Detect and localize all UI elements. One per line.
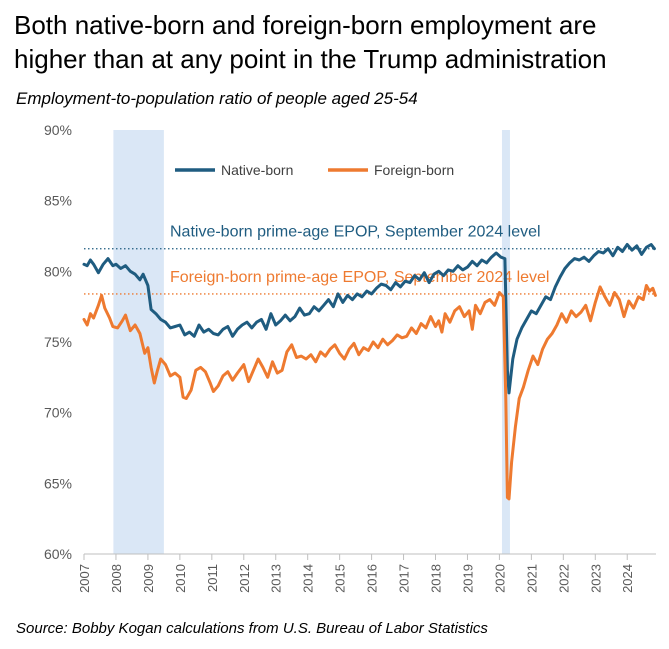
x-tick-label: 2018 [429,564,444,593]
x-tick-label: 2010 [173,564,188,593]
x-tick-label: 2017 [397,564,412,593]
y-tick-label: 65% [44,475,72,491]
series-line-native-born [82,243,656,395]
y-tick-label: 90% [44,122,72,138]
x-tick-label: 2016 [365,564,380,593]
y-tick-label: 85% [44,193,72,209]
x-tick-label: 2023 [588,564,603,593]
x-tick-label: 2007 [77,564,92,593]
x-tick-label: 2013 [269,564,284,593]
legend-label-1: Native-born [221,162,293,178]
x-tick-label: 2011 [205,564,220,592]
reference-label-2: Foreign-born prime-age EPOP, September 2… [170,269,549,286]
legend-label-2: Foreign-born [374,162,454,178]
chart-plot: Native-born prime-age EPOP, September 20… [44,122,657,593]
x-tick-label: 2020 [492,564,507,593]
x-tick-label: 2024 [620,564,635,593]
y-tick-label: 70% [44,405,72,421]
reference-label-1: Native-born prime-age EPOP, September 20… [170,224,541,241]
series-line-foreign-born [82,284,657,501]
x-tick-label: 2009 [141,564,156,593]
x-tick-label: 2012 [237,564,252,593]
x-tick-label: 2014 [301,564,316,593]
chart-subtitle: Employment-to-population ratio of people… [16,89,418,108]
x-tick-label: 2019 [460,564,475,593]
x-tick-label: 2021 [524,564,539,593]
chart-title: Both native-born and foreign-born employ… [14,10,607,74]
recession-shade-1 [113,130,164,554]
y-tick-label: 75% [44,334,72,350]
y-tick-label: 80% [44,263,72,279]
x-tick-label: 2008 [109,564,124,593]
x-tick-label: 2015 [333,564,348,593]
x-tick-label: 2022 [556,564,571,593]
y-tick-label: 60% [44,546,72,562]
chart-source: Source: Bobby Kogan calculations from U.… [16,620,488,637]
